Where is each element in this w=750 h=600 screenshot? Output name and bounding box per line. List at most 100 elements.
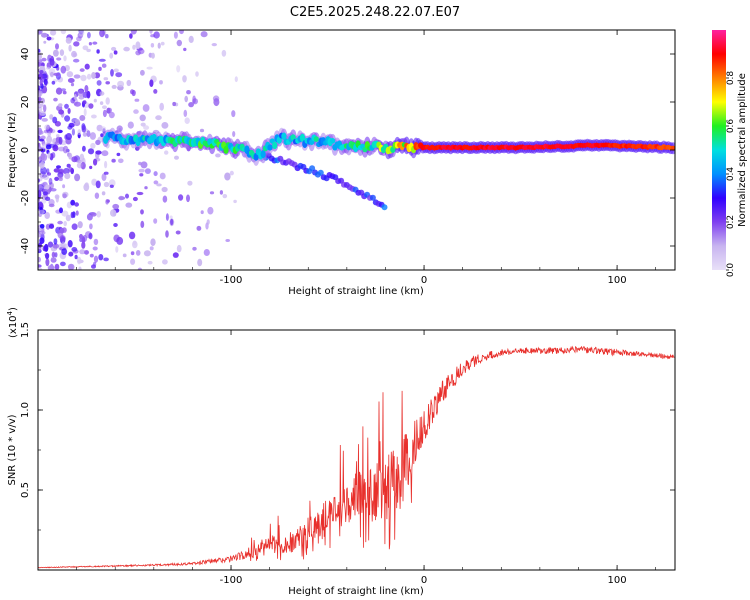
spectrogram-speckle — [57, 129, 63, 134]
spectrogram-ridge-cell — [313, 136, 319, 143]
colorbar-tick-label: 0.2 — [726, 215, 736, 229]
spectrogram-speckle — [143, 250, 151, 257]
spectrogram-speckle — [41, 57, 47, 62]
spectrogram-speckle — [58, 103, 63, 107]
spectrogram-speckle — [50, 188, 57, 192]
spectrogram-speckle — [68, 166, 73, 172]
spectrogram-speckle — [59, 235, 66, 242]
spectrogram-speckle — [57, 168, 65, 175]
spectrogram-speckle — [101, 150, 109, 157]
spectrogram-speckle — [62, 145, 69, 154]
spectrogram-speckle — [39, 161, 45, 169]
spectrogram-speckle — [53, 238, 58, 245]
spectrogram-speckle — [38, 230, 46, 235]
spectrogram-speckle — [89, 223, 93, 230]
spectrogram-speckle — [67, 125, 73, 130]
spectrogram-speckle — [136, 191, 144, 196]
colorbar-ticks: 0.0 0.2 0.4 0.6 0.8 — [726, 71, 736, 277]
spectrogram-speckle — [38, 256, 41, 263]
spectrogram-speckle — [74, 254, 78, 260]
spectrogram-speckle — [38, 96, 42, 102]
spectrogram-speckle — [183, 109, 188, 117]
spectrogram-speckle — [64, 173, 71, 180]
spectrogram-speckle — [110, 209, 117, 217]
spectrogram-speckle — [165, 230, 169, 238]
spectrogram-speckle — [233, 199, 237, 204]
spectrogram-speckle — [89, 132, 96, 140]
spectrogram-speckle — [115, 246, 119, 253]
spectrogram-speckle — [153, 218, 158, 224]
spectrogram-speckle — [70, 82, 75, 87]
spectrogram-speckle — [38, 130, 44, 135]
spectrogram-speckle — [80, 74, 87, 82]
spectrogram-speckle — [77, 221, 83, 229]
spectrogram-speckle — [38, 264, 42, 268]
spectrogram-speckle — [153, 180, 159, 185]
snr-y-label: SNR (10 * v/v) — [7, 414, 18, 485]
snr-scale-prefix: (x10 — [8, 315, 19, 338]
spectrogram-speckle — [179, 30, 184, 35]
spectrogram-speckle — [105, 199, 109, 205]
spectrogram-speckle — [125, 193, 129, 199]
spectrogram-speckle — [103, 77, 109, 81]
spectrogram-speckle — [51, 152, 56, 159]
spectrogram-speckle — [45, 258, 50, 267]
spectrogram-speckle — [98, 66, 102, 71]
spectrogram-speckle — [155, 115, 162, 121]
spectrogram-branch-cell — [317, 169, 324, 176]
spectrogram-speckle — [112, 203, 120, 210]
spectrogram-ridge-cell — [670, 145, 675, 151]
spectrogram-speckle — [140, 209, 144, 215]
spectrogram-speckle — [234, 76, 238, 83]
spectrogram-speckle — [111, 46, 117, 51]
spectrogram-speckle — [140, 122, 146, 127]
spectrogram-speckle — [65, 37, 72, 44]
spectrogram-speckle — [52, 116, 58, 124]
spectrogram-speckle — [143, 125, 150, 130]
spectrogram-speckle — [130, 89, 135, 95]
spectrogram-speckle — [134, 98, 140, 102]
spectrogram-speckle — [93, 261, 97, 267]
spectrogram-speckle — [55, 87, 63, 95]
spectrogram-speckle — [53, 97, 58, 102]
colorbar: 0.0 0.2 0.4 0.6 0.8 Normalized spectral ampl… — [712, 30, 748, 277]
spectrogram-speckle — [93, 238, 99, 246]
spectrogram-speckle — [176, 65, 181, 73]
spectrogram-speckle — [76, 36, 82, 42]
spectrogram-speckle — [209, 191, 215, 195]
spectrogram-speckle — [149, 30, 153, 34]
spectrogram-speckle — [101, 63, 107, 68]
spectrogram-speckle — [49, 114, 54, 120]
y-tick-label: 0.5 — [20, 482, 31, 498]
spectrogram-speckle — [106, 107, 111, 114]
spectrogram-speckle — [88, 232, 93, 240]
spectrogram-speckle — [225, 239, 230, 242]
spectrogram-speckle — [162, 259, 168, 265]
spectrogram-speckle — [55, 195, 59, 203]
spectrogram-speckle — [140, 220, 145, 228]
x-tick-label: -100 — [220, 275, 243, 286]
spectrogram-noise — [38, 30, 238, 270]
spectrogram-speckle — [46, 135, 53, 144]
spectrogram-speckle — [160, 41, 165, 46]
colorbar-scale — [712, 30, 726, 270]
spectrogram-speckle — [48, 203, 55, 208]
spectrogram-speckle — [77, 129, 81, 136]
spectrogram-speckle — [144, 168, 151, 175]
spectrogram-speckle — [137, 48, 145, 55]
spectrogram-speckle — [224, 172, 231, 181]
spectrogram-speckle — [58, 136, 63, 145]
spectrogram-speckle — [54, 263, 60, 270]
spectrogram-speckle — [79, 68, 85, 72]
spectrogram-speckle — [178, 194, 184, 201]
spectrogram-ridge-cell — [290, 134, 296, 141]
spectrogram-speckle — [44, 124, 50, 130]
spectrogram-speckle — [173, 31, 178, 39]
spectrogram-speckle — [75, 210, 79, 216]
spectrogram-speckle — [116, 152, 121, 157]
spectrogram-speckle — [176, 39, 182, 47]
spectrogram-speckle — [229, 170, 234, 176]
spectrogram-speckle — [206, 219, 210, 225]
spectrogram-speckle — [46, 66, 51, 70]
spectrogram-speckle — [96, 80, 102, 86]
